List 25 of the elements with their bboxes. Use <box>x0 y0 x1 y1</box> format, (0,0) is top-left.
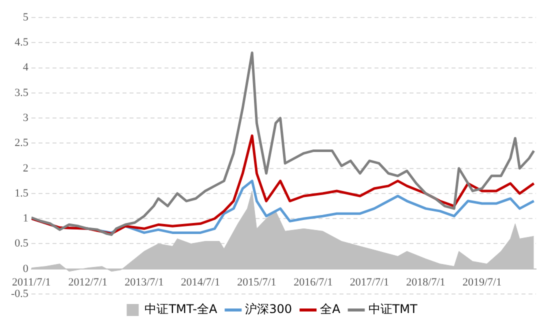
x-tick-label: 2017/7/1 <box>350 276 390 288</box>
y-tick-label: 2.5 <box>14 137 29 150</box>
x-tick-label: 2019/7/1 <box>462 276 502 288</box>
legend-label: 全A <box>320 302 342 316</box>
y-tick-label: 1.5 <box>14 187 29 200</box>
x-tick-label: 2014/7/1 <box>180 276 220 288</box>
x-tick-label: 2016/7/1 <box>294 276 333 288</box>
x-tick-label: 2012/7/1 <box>68 276 108 288</box>
y-tick-label: 4 <box>22 62 29 74</box>
y-tick-label: -0.5 <box>10 288 29 300</box>
legend-label: 沪深300 <box>245 302 292 316</box>
y-tick-label: 3 <box>22 112 29 124</box>
y-tick-label: 3.5 <box>14 86 29 99</box>
y-tick-label: 4.5 <box>14 36 29 49</box>
x-tick-label: 2011/7/1 <box>12 276 51 288</box>
legend-label: 中证TMT-全A <box>144 302 218 316</box>
y-tick-label: 5 <box>22 11 29 24</box>
y-tick-label: 2 <box>22 162 28 174</box>
x-tick-label: 2015/7/1 <box>237 276 276 288</box>
x-tick-label: 2018/7/1 <box>406 276 446 288</box>
y-tick-label: 0 <box>22 262 29 275</box>
x-tick-label: 2013/7/1 <box>124 276 164 288</box>
y-tick-label: 0.5 <box>14 238 29 250</box>
legend-label: 中证TMT <box>368 302 418 316</box>
y-tick-label: 1 <box>22 212 28 225</box>
